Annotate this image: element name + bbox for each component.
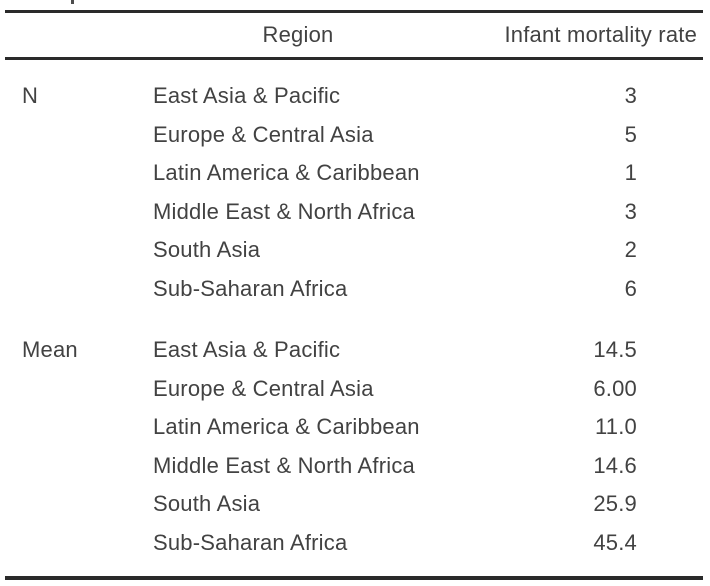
region-cell: East Asia & Pacific (153, 83, 341, 109)
table-body: N East Asia & Pacific 3 Europe & Central… (5, 60, 703, 576)
value-cell: 3 (624, 198, 637, 224)
region-cell: Europe & Central Asia (153, 375, 374, 401)
table-row: Sub-Saharan Africa 6 (5, 270, 703, 309)
value-cell: 25.9 (593, 491, 637, 517)
value-cell: 1 (624, 160, 637, 186)
value-column-header: Infant mortality rate (504, 22, 697, 47)
region-cell: Middle East & North Africa (153, 198, 415, 224)
value-cell: 3 (624, 83, 637, 109)
cropped-text-artifact (71, 0, 74, 4)
table-row: N East Asia & Pacific 3 (5, 77, 703, 116)
region-cell: South Asia (153, 237, 261, 263)
value-cell: 14.5 (593, 337, 637, 363)
value-cell: 45.4 (593, 529, 637, 555)
summary-statistics-table: Region Infant mortality rate N East Asia… (5, 10, 703, 580)
region-column-header: Region (262, 22, 334, 47)
stat-label: Mean (22, 337, 78, 363)
value-cell: 6.00 (593, 375, 637, 401)
table-row: Middle East & North Africa 14.6 (5, 447, 703, 486)
table-top-rule (5, 10, 703, 13)
table-row: Sub-Saharan Africa 45.4 (5, 524, 703, 563)
table-row: Europe & Central Asia 5 (5, 116, 703, 155)
region-cell: Middle East & North Africa (153, 452, 415, 478)
stat-label: N (22, 83, 39, 109)
table-row: South Asia 25.9 (5, 485, 703, 524)
table-row: Latin America & Caribbean 1 (5, 154, 703, 193)
region-cell: Latin America & Caribbean (153, 160, 420, 186)
table-row: South Asia 2 (5, 231, 703, 270)
value-cell: 14.6 (593, 452, 637, 478)
region-cell: Sub-Saharan Africa (153, 275, 348, 301)
table-row: Europe & Central Asia 6.00 (5, 370, 703, 409)
table-row: Middle East & North Africa 3 (5, 193, 703, 232)
region-cell: East Asia & Pacific (153, 337, 341, 363)
region-cell: South Asia (153, 491, 261, 517)
value-cell: 6 (624, 275, 637, 301)
value-cell: 5 (624, 121, 637, 147)
value-cell: 11.0 (595, 414, 637, 440)
table-bottom-rule (5, 576, 703, 580)
table-row: Mean East Asia & Pacific 14.5 (5, 331, 703, 370)
value-cell: 2 (624, 237, 637, 263)
table-header-rule (5, 57, 703, 60)
region-cell: Sub-Saharan Africa (153, 529, 348, 555)
region-cell: Europe & Central Asia (153, 121, 374, 147)
region-cell: Latin America & Caribbean (153, 414, 420, 440)
table-row: Latin America & Caribbean 11.0 (5, 408, 703, 447)
table-header-row: Region Infant mortality rate (5, 13, 703, 57)
